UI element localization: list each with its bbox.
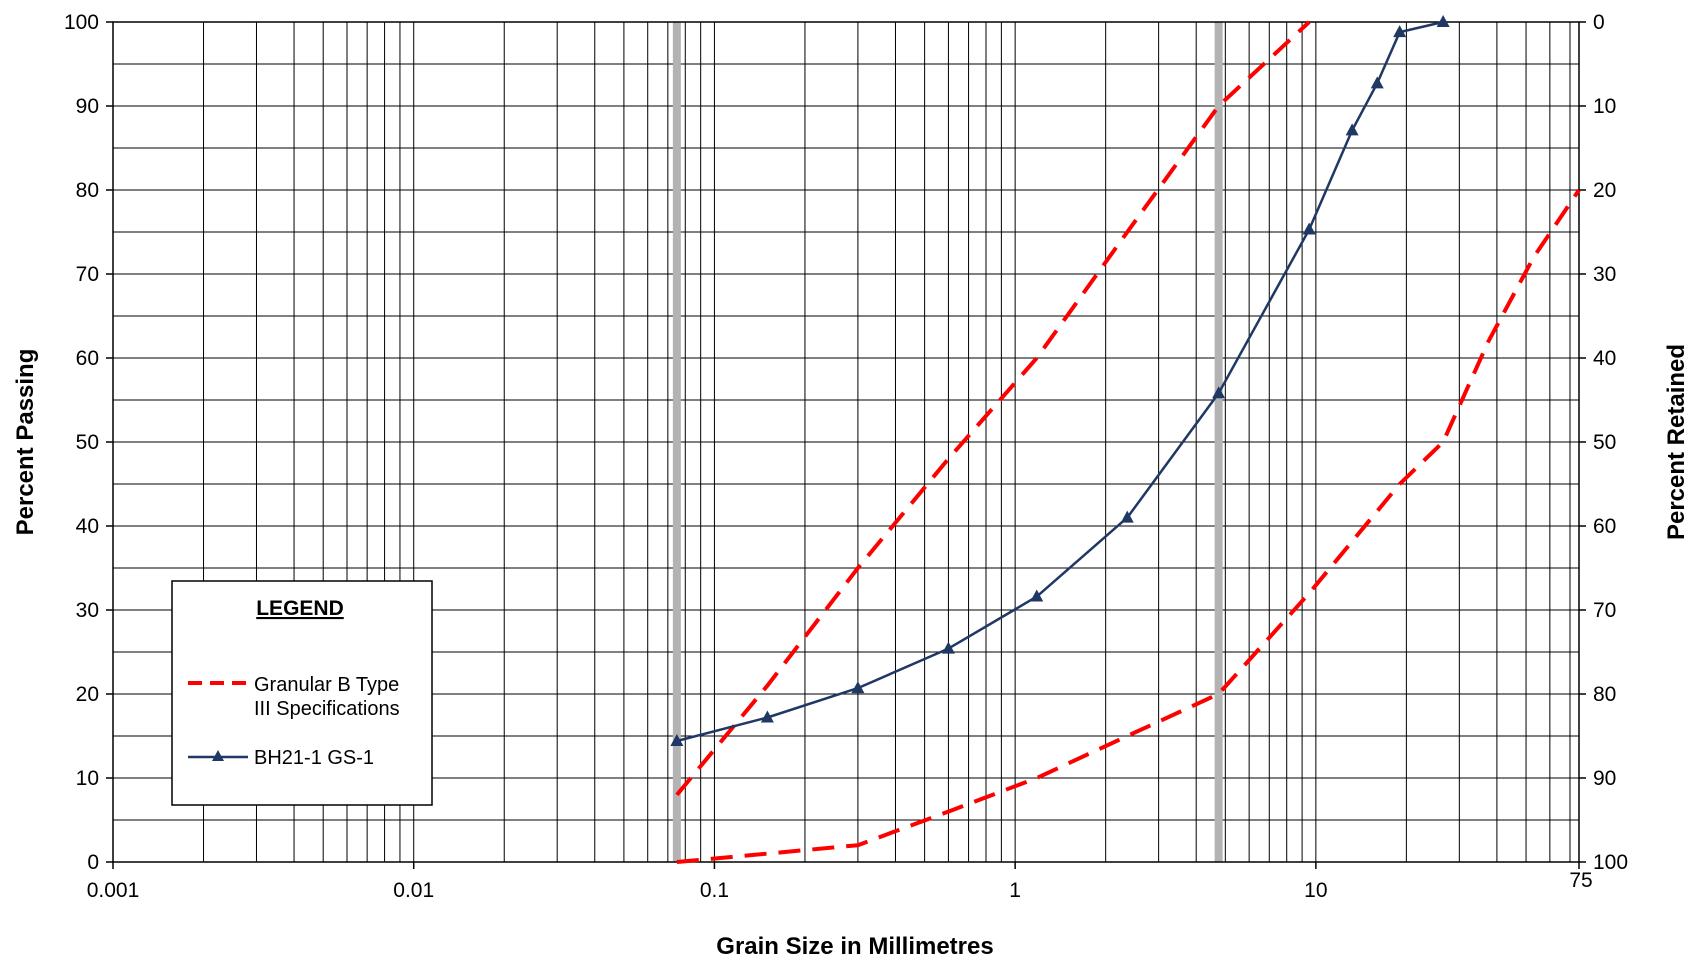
spec-envelope-line: [676, 188, 1581, 864]
y-tick-label: 60: [76, 347, 99, 370]
x-axis-title: Grain Size in Millimetres: [716, 933, 993, 959]
sample-data-point-triangle-icon: [1120, 510, 1134, 523]
y2-tick-label: 100: [1593, 851, 1628, 874]
sample-data-point-triangle-icon: [1345, 123, 1359, 136]
sample-data-point-triangle-icon: [670, 734, 684, 747]
y-axis-title: Percent Passing: [12, 349, 39, 536]
y2-tick-label: 50: [1593, 431, 1616, 454]
x-tick-label: 75: [1569, 869, 1592, 892]
spec-envelope-line: [675, 20, 1311, 797]
y2-tick-label: 10: [1593, 95, 1616, 118]
y-tick-label: 70: [76, 263, 99, 286]
sample-data-point-triangle-icon: [941, 641, 955, 654]
sample-data-point-triangle-icon: [1212, 386, 1226, 399]
sample-data-point-triangle-icon: [1436, 15, 1450, 27]
legend-title: LEGEND: [256, 597, 344, 620]
y-tick-label: 50: [76, 431, 99, 454]
y2-tick-label: 60: [1593, 515, 1616, 538]
grid-layer: [112, 21, 1579, 863]
legend-box: [171, 580, 433, 806]
legend-label-bh21-1: BH21-1 GS-1: [254, 747, 374, 769]
y2-tick-label: 70: [1593, 599, 1616, 622]
y-tick-label: 100: [64, 11, 99, 34]
y2-tick-label: 20: [1593, 179, 1616, 202]
x-tick-label: 0.01: [393, 879, 434, 902]
y-tick-label: 80: [76, 179, 99, 202]
y2-tick-label: 80: [1593, 683, 1616, 706]
sample-data-point-triangle-icon: [1370, 76, 1384, 89]
y2-axis-title: Percent Retained: [1663, 344, 1690, 540]
y-tick-label: 10: [76, 767, 99, 790]
y-tick-label: 40: [76, 515, 99, 538]
y2-tick-label: 40: [1593, 347, 1616, 370]
y-tick-label: 20: [76, 683, 99, 706]
x-tick-label: 1: [1009, 879, 1021, 902]
legend-label-granular-b-line1: Granular B Type: [254, 674, 399, 696]
sample-gradation-line: [676, 20, 1444, 743]
x-tick-label: 0.001: [87, 879, 140, 902]
sample-data-point-triangle-icon: [760, 710, 774, 723]
x-tick-layer: 0.001 0.01 0.1 1 10 75: [87, 862, 1593, 902]
sample-data-point-triangle-icon: [1030, 589, 1044, 602]
legend-marker-triangle-icon: [212, 750, 224, 761]
sample-data-point-triangle-icon: [1302, 222, 1316, 235]
sieve-highlight-layer: [672, 22, 1223, 862]
y2-tick-label: 30: [1593, 263, 1616, 286]
y-tick-label: 90: [76, 95, 99, 118]
x-tick-label: 10: [1304, 879, 1327, 902]
sample-data-point-triangle-icon: [1393, 25, 1407, 38]
sample-data-point-triangle-icon: [851, 681, 865, 694]
legend: LEGEND Granular B Type III Specification…: [171, 580, 433, 806]
x-tick-label: 0.1: [700, 879, 729, 902]
y2-tick-label: 0: [1593, 11, 1605, 34]
y-tick-label: 30: [76, 599, 99, 622]
series-layer: [670, 15, 1581, 864]
y-tick-label: 0: [87, 851, 99, 874]
legend-label-granular-b-line2: III Specifications: [254, 698, 400, 720]
y-tick-layer: 0 10 20 30 40 50 60 70 80 90 100: [64, 11, 113, 874]
y2-tick-label: 90: [1593, 767, 1616, 790]
